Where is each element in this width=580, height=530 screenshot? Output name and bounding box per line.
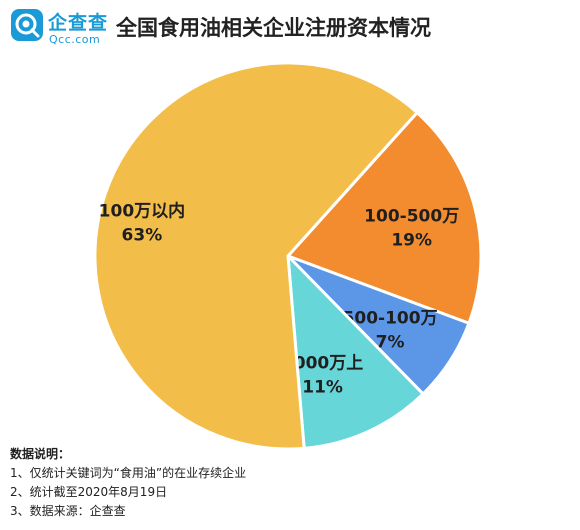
chart-title: 全国食用油相关企业注册资本情况: [116, 16, 431, 40]
header: 企查查 Qcc.com 全国食用油相关企业注册资本情况: [0, 0, 580, 56]
slice-percent-4: 63%: [122, 225, 163, 245]
slice-label-4: 100万以内: [99, 200, 186, 221]
slice-label-3: 1000万上: [282, 354, 363, 374]
logo-name-cn: 企查查: [48, 12, 109, 34]
data-notes: 数据说明： 1、仅统计关键词为“食用油”的在业存续企业 2、统计截至2020年8…: [10, 445, 246, 521]
slice-percent-3: 11%: [302, 378, 343, 398]
qcc-logo-icon: [11, 9, 43, 41]
slice-percent-2: 7%: [376, 332, 405, 352]
slice-percent-1: 19%: [391, 231, 432, 251]
qcc-logo: 企查查 Qcc.com: [10, 6, 110, 50]
pie-slice-4: [93, 61, 420, 451]
note-item-1: 1、仅统计关键词为“食用油”的在业存续企业: [10, 466, 247, 480]
slice-label-2: 500-100万: [343, 308, 438, 328]
slice-label-1: 100-500万: [364, 207, 459, 227]
note-item-2: 2、统计截至2020年8月19日: [10, 485, 168, 499]
pie-slice-1: [285, 110, 483, 326]
pie-chart: 100-500万 19% 500-100万 7% 1000万上 11% 100万以内 63%: [93, 61, 483, 451]
note-item-3: 3、数据来源：企查查: [10, 504, 126, 518]
pie-slice-3: [286, 251, 426, 450]
notes-title: 数据说明：: [10, 447, 71, 461]
logo-name-en: Qcc.com: [49, 33, 101, 46]
